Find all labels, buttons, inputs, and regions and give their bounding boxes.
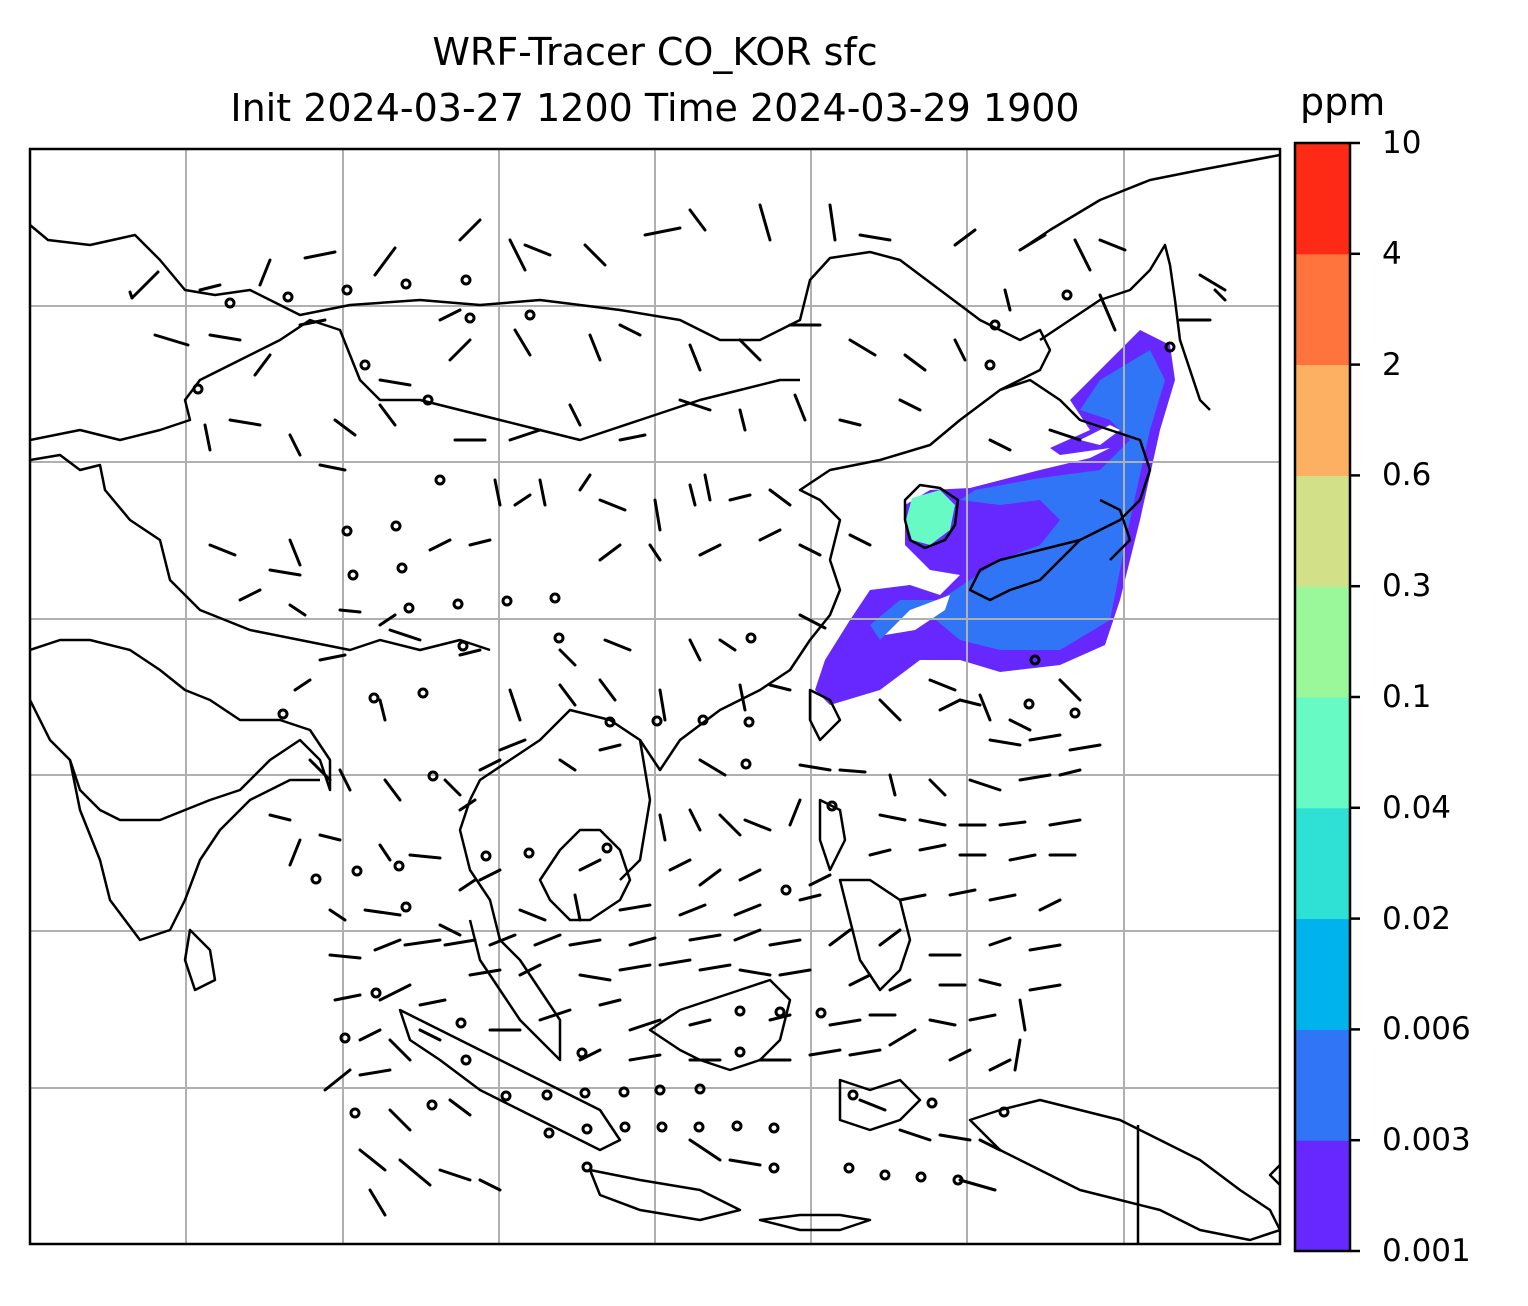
colorbar-tick-label: 4 <box>1382 235 1402 272</box>
colorbar-segment <box>1295 143 1350 255</box>
gridlines <box>30 149 1280 1244</box>
colorbar-tick-label: 0.6 <box>1382 457 1432 494</box>
colorbar-tick-label: 0.001 <box>1382 1233 1471 1269</box>
colorbar-segment <box>1295 475 1350 587</box>
colorbar <box>1293 141 1360 1253</box>
colorbar-tick-label: 10 <box>1382 125 1422 161</box>
colorbar-tick-label: 0.02 <box>1382 900 1452 937</box>
calm-wind-markers <box>192 274 1176 1186</box>
colorbar-segment <box>1295 253 1350 366</box>
colorbar-tick-label: 0.3 <box>1382 568 1432 605</box>
colorbar-segment <box>1295 697 1350 809</box>
co-source-region <box>906 490 955 545</box>
colorbar-segment <box>1295 364 1350 476</box>
colorbar-segment <box>1295 807 1350 920</box>
coastlines <box>30 153 1280 1244</box>
colorbar-tick-label: 2 <box>1382 346 1402 383</box>
co-plume-inner <box>870 350 1165 650</box>
colorbar-tick-label: 0.04 <box>1382 789 1452 826</box>
colorbar-unit: ppm <box>1300 80 1386 124</box>
colorbar-segment <box>1295 586 1350 698</box>
map-frame <box>28 147 1282 1246</box>
colorbar-segment <box>1295 1029 1350 1141</box>
colorbar-tick-label: 0.1 <box>1382 679 1432 715</box>
map-title: WRF-Tracer CO_KOR sfc <box>432 30 878 74</box>
colorbar-tick-label: 0.003 <box>1382 1122 1471 1159</box>
colorbar-segment <box>1295 1140 1350 1252</box>
map-subtitle: Init 2024-03-27 1200 Time 2024-03-29 190… <box>230 86 1080 130</box>
plume-gap <box>885 595 950 635</box>
colorbar-segment <box>1295 918 1350 1030</box>
wind-barbs <box>128 203 1227 1217</box>
colorbar-tick-label: 0.006 <box>1382 1011 1471 1048</box>
